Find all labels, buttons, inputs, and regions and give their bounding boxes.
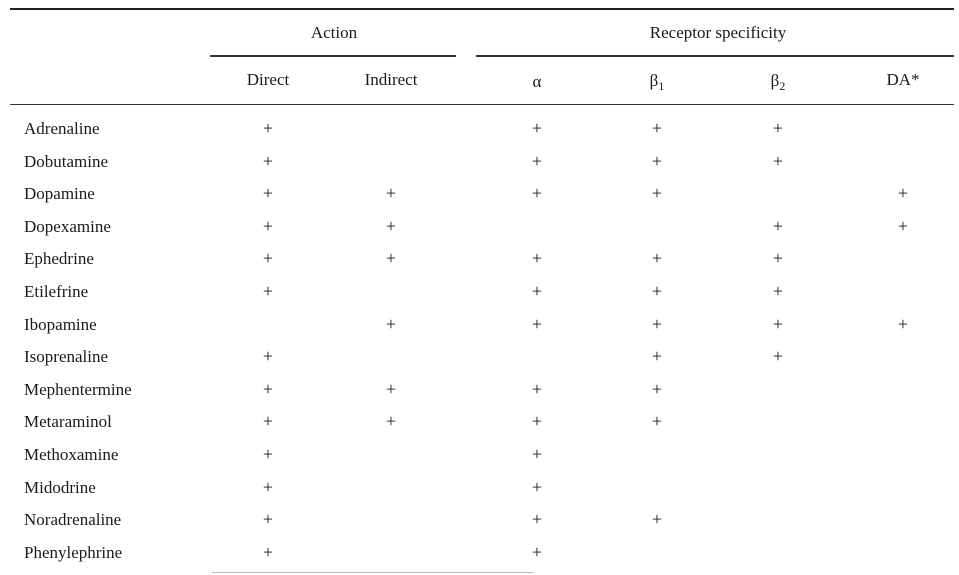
mark-alpha: + bbox=[531, 509, 543, 529]
mark-beta1: + bbox=[651, 248, 663, 268]
mark-indirect: + bbox=[385, 314, 397, 334]
row-drug-name: Ephedrine bbox=[24, 249, 94, 268]
col-header-da: DA* bbox=[886, 70, 920, 89]
mark-alpha: + bbox=[531, 118, 543, 138]
beta1-subscript: 1 bbox=[658, 79, 665, 93]
bottom-rule bbox=[212, 572, 534, 573]
row-drug-name: Adrenaline bbox=[24, 119, 100, 138]
mark-direct: + bbox=[262, 542, 274, 562]
mark-beta1: + bbox=[651, 411, 663, 431]
mark-direct: + bbox=[262, 509, 274, 529]
mark-alpha: + bbox=[531, 183, 543, 203]
mark-da: + bbox=[897, 183, 909, 203]
mark-direct: + bbox=[262, 248, 274, 268]
receptor-underline bbox=[476, 55, 954, 57]
mark-direct: + bbox=[262, 151, 274, 171]
mark-beta2: + bbox=[772, 216, 784, 236]
mark-beta1: + bbox=[651, 183, 663, 203]
mark-alpha: + bbox=[531, 477, 543, 497]
col-header-direct: Direct bbox=[246, 70, 290, 89]
top-rule bbox=[10, 8, 954, 10]
mark-beta1: + bbox=[651, 151, 663, 171]
mark-direct: + bbox=[262, 379, 274, 399]
mark-da: + bbox=[897, 216, 909, 236]
row-drug-name: Midodrine bbox=[24, 478, 96, 497]
row-drug-name: Dopamine bbox=[24, 184, 95, 203]
mark-beta2: + bbox=[772, 151, 784, 171]
row-drug-name: Phenylephrine bbox=[24, 543, 123, 562]
action-underline bbox=[210, 55, 456, 57]
col-header-beta1: β1 bbox=[649, 71, 665, 93]
row-drug-name: Ibopamine bbox=[24, 315, 97, 334]
mark-alpha: + bbox=[531, 411, 543, 431]
mark-beta1: + bbox=[651, 281, 663, 301]
row-drug-name: Mephentermine bbox=[24, 380, 132, 399]
mark-beta2: + bbox=[772, 118, 784, 138]
mark-beta1: + bbox=[651, 509, 663, 529]
mark-beta1: + bbox=[651, 346, 663, 366]
mark-direct: + bbox=[262, 411, 274, 431]
beta2-subscript: 2 bbox=[779, 79, 786, 93]
row-drug-name: Noradrenaline bbox=[24, 510, 122, 529]
mark-alpha: + bbox=[531, 444, 543, 464]
mark-beta1: + bbox=[651, 379, 663, 399]
row-drug-name: Dopexamine bbox=[24, 217, 111, 236]
mark-indirect: + bbox=[385, 379, 397, 399]
mark-direct: + bbox=[262, 477, 274, 497]
col-header-alpha: α bbox=[532, 72, 542, 91]
header-rule bbox=[10, 104, 954, 105]
mark-direct: + bbox=[262, 346, 274, 366]
mark-direct: + bbox=[262, 444, 274, 464]
mark-beta2: + bbox=[772, 281, 784, 301]
group-header-action: Action bbox=[310, 23, 358, 42]
mark-beta2: + bbox=[772, 248, 784, 268]
mark-alpha: + bbox=[531, 379, 543, 399]
mark-beta1: + bbox=[651, 314, 663, 334]
row-drug-name: Metaraminol bbox=[24, 412, 112, 431]
col-header-beta2: β2 bbox=[770, 71, 786, 93]
row-drug-name: Etilefrine bbox=[24, 282, 89, 301]
beta1-symbol: β bbox=[649, 71, 659, 90]
row-drug-name: Dobutamine bbox=[24, 152, 109, 171]
mark-beta1: + bbox=[651, 118, 663, 138]
mark-indirect: + bbox=[385, 248, 397, 268]
mark-beta2: + bbox=[772, 346, 784, 366]
mark-alpha: + bbox=[531, 248, 543, 268]
beta2-symbol: β bbox=[770, 71, 780, 90]
group-header-receptor: Receptor specificity bbox=[649, 23, 787, 42]
mark-direct: + bbox=[262, 216, 274, 236]
mark-beta2: + bbox=[772, 314, 784, 334]
mark-alpha: + bbox=[531, 314, 543, 334]
mark-alpha: + bbox=[531, 151, 543, 171]
mark-da: + bbox=[897, 314, 909, 334]
mark-direct: + bbox=[262, 118, 274, 138]
row-drug-name: Methoxamine bbox=[24, 445, 119, 464]
mark-indirect: + bbox=[385, 216, 397, 236]
mark-alpha: + bbox=[531, 542, 543, 562]
mark-indirect: + bbox=[385, 411, 397, 431]
mark-direct: + bbox=[262, 183, 274, 203]
mark-indirect: + bbox=[385, 183, 397, 203]
mark-direct: + bbox=[262, 281, 274, 301]
mark-alpha: + bbox=[531, 281, 543, 301]
col-header-indirect: Indirect bbox=[364, 70, 418, 89]
row-drug-name: Isoprenaline bbox=[24, 347, 109, 366]
